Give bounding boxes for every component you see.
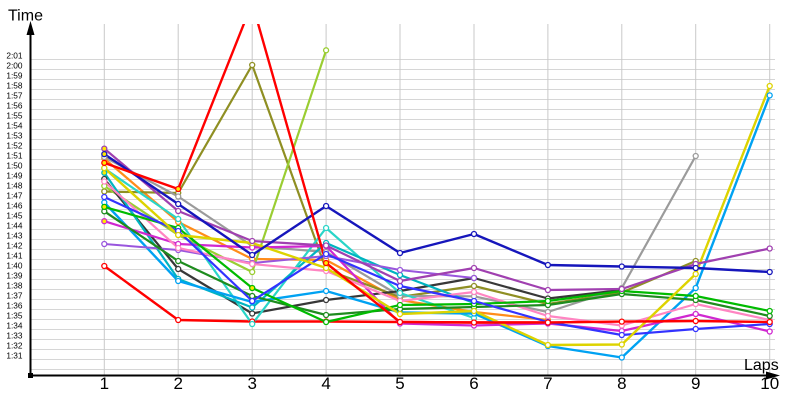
svg-text:4: 4 (321, 374, 330, 393)
svg-text:1:43: 1:43 (6, 230, 23, 240)
svg-text:8: 8 (617, 374, 626, 393)
svg-text:7: 7 (543, 374, 552, 393)
svg-text:1:50: 1:50 (6, 160, 23, 170)
svg-text:1:33: 1:33 (6, 330, 23, 340)
svg-text:1: 1 (100, 374, 109, 393)
svg-text:2: 2 (173, 374, 182, 393)
svg-text:3: 3 (247, 374, 256, 393)
svg-text:1:38: 1:38 (6, 280, 23, 290)
svg-text:1:36: 1:36 (6, 300, 23, 310)
svg-text:1:59: 1:59 (6, 70, 23, 80)
svg-text:1:41: 1:41 (6, 250, 23, 260)
svg-text:1:52: 1:52 (6, 140, 23, 150)
svg-text:1:34: 1:34 (6, 320, 23, 330)
svg-text:Time: Time (8, 8, 43, 25)
svg-text:1:42: 1:42 (6, 240, 23, 250)
svg-text:1:58: 1:58 (6, 80, 23, 90)
svg-text:1:56: 1:56 (6, 100, 23, 110)
svg-text:1:40: 1:40 (6, 260, 23, 270)
svg-text:1:39: 1:39 (6, 270, 23, 280)
svg-text:2:00: 2:00 (6, 60, 23, 70)
svg-text:1:31: 1:31 (6, 350, 23, 360)
svg-text:1:49: 1:49 (6, 170, 23, 180)
svg-text:Laps: Laps (744, 357, 779, 374)
svg-text:1:57: 1:57 (6, 90, 23, 100)
svg-text:5: 5 (395, 374, 404, 393)
svg-text:1:47: 1:47 (6, 190, 23, 200)
svg-text:2:01: 2:01 (6, 50, 23, 60)
svg-text:6: 6 (469, 374, 478, 393)
svg-text:1:37: 1:37 (6, 290, 23, 300)
svg-text:1:53: 1:53 (6, 130, 23, 140)
svg-text:1:48: 1:48 (6, 180, 23, 190)
svg-text:1:51: 1:51 (6, 150, 23, 160)
svg-text:1:55: 1:55 (6, 110, 23, 120)
svg-text:1:54: 1:54 (6, 120, 23, 130)
svg-text:1:32: 1:32 (6, 340, 23, 350)
svg-text:1:46: 1:46 (6, 200, 23, 210)
svg-text:9: 9 (691, 374, 700, 393)
svg-text:1:45: 1:45 (6, 210, 23, 220)
svg-text:1:44: 1:44 (6, 220, 23, 230)
svg-text:1:35: 1:35 (6, 310, 23, 320)
svg-text:10: 10 (760, 374, 779, 393)
